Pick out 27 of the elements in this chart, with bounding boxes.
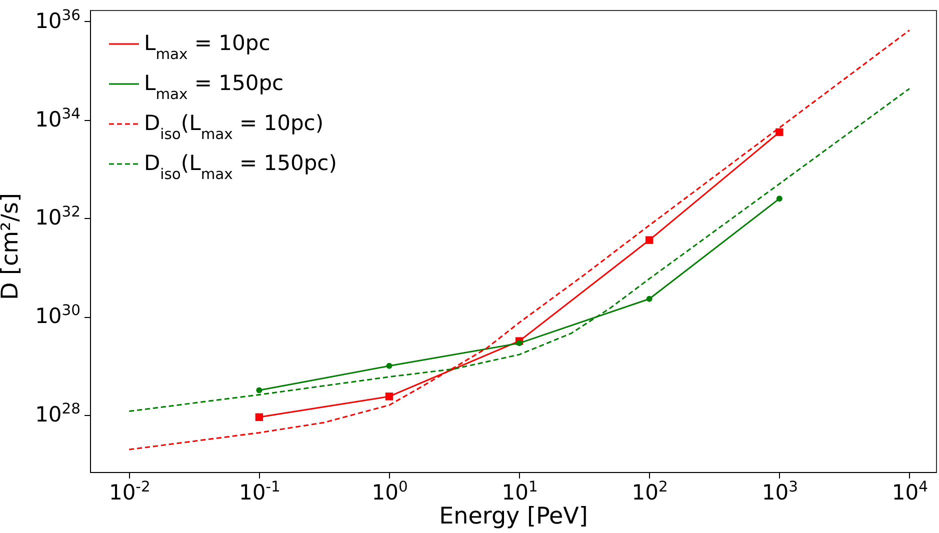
x-tick-label: 10$^{-2}$ xyxy=(108,478,150,504)
point xyxy=(256,387,262,394)
x-tick-label: 10$^{2}$ xyxy=(632,478,668,504)
point xyxy=(776,128,784,136)
y-tick-label: 10$^{30}$ xyxy=(35,302,80,328)
x-axis-title: Energy [PeV] xyxy=(439,504,588,530)
point xyxy=(645,236,654,244)
legend-label: L$_{max}$ = 150pc xyxy=(144,71,284,102)
legend-label: D$_{iso}$(L$_{max}$ = 150pc) xyxy=(144,151,337,182)
point xyxy=(385,392,394,400)
legend-label: D$_{iso}$(L$_{max}$ = 10pc) xyxy=(144,111,324,142)
y-tick-label: 10$^{28}$ xyxy=(35,400,80,427)
point xyxy=(776,196,782,202)
y-tick-label: 10$^{36}$ xyxy=(35,6,80,33)
y-axis-title: D [cm²/s] xyxy=(0,193,24,300)
legend-label: L$_{max}$ = 10pc xyxy=(144,31,270,62)
x-tick-label: 10$^{-1}$ xyxy=(239,478,280,504)
x-tick-label: 10$^{3}$ xyxy=(762,478,798,504)
point xyxy=(386,362,392,369)
x-tick-label: 10$^{1}$ xyxy=(502,478,538,504)
x-tick-label: 10$^{0}$ xyxy=(372,478,408,504)
point xyxy=(646,296,652,302)
x-tick-label: 10$^{4}$ xyxy=(892,478,928,504)
point xyxy=(255,413,264,422)
point xyxy=(516,340,522,346)
y-tick-label: 10$^{32}$ xyxy=(35,203,80,230)
y-tick-label: 10$^{34}$ xyxy=(35,104,80,132)
